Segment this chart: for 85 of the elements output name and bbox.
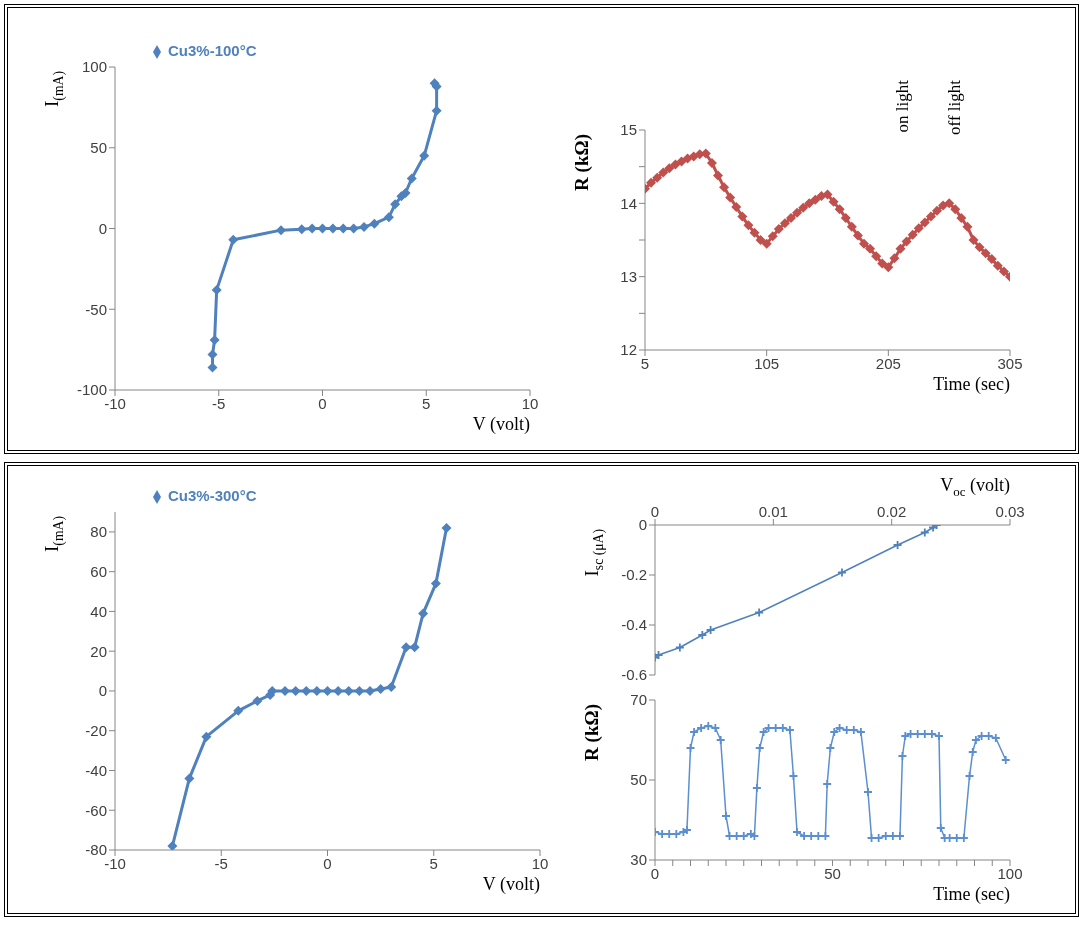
point [430,578,441,589]
point [290,685,301,696]
x-tick-label: 50 [824,864,841,882]
point [167,841,178,850]
y-tick-label: -60 [85,801,107,819]
x-axis-title: V (volt) [472,414,530,435]
y-tick-label: 100 [81,58,107,76]
y-tick-label: -100 [76,381,107,399]
x-axis-title: Time (sec) [933,374,1010,395]
x-tick-label: 0 [650,864,660,882]
point [252,695,263,706]
legend-label: Cu3%-300°C [168,487,257,504]
point [184,773,195,784]
point [228,234,239,245]
x-tick-label: 305 [997,354,1023,372]
y-tick-label: 40 [90,602,107,620]
y-tick-label: 0 [98,682,107,700]
legend-label: Cu3%-100°C [168,42,257,59]
x-tick-label: 5 [422,394,431,412]
point [233,705,244,716]
point [705,625,716,635]
point [409,642,420,653]
x-tick-label: 0.02 [877,503,907,520]
y-tick-label: -20 [85,722,107,740]
y-axis-title: R (kΩ) [571,134,594,191]
point [211,284,222,295]
point [383,212,394,223]
point [697,630,708,640]
y-tick-label: 13 [620,267,637,285]
x-tick-label: -5 [214,854,228,872]
y-tick-label: -0.4 [621,616,647,634]
point [386,681,397,692]
point [276,225,286,236]
point [322,685,333,696]
x-tick-label: 10 [531,854,549,872]
point [390,199,401,210]
point [359,221,369,232]
x-tick-label: 205 [875,354,901,372]
annotation: off light [945,80,965,135]
point [418,608,429,619]
y-axis-title: R (kΩ) [581,704,604,761]
x-tick-label: 5 [429,854,438,872]
point [201,731,212,742]
y-tick-label: 12 [620,341,637,359]
y-tick-label: 0 [98,219,107,237]
y-tick-label: 50 [90,139,107,157]
y-tick-label: 80 [90,523,107,541]
point [369,218,380,229]
x-axis-title: V (volt) [482,874,540,895]
annotation: on light [893,80,913,133]
y-tick-label: 70 [630,691,647,709]
x-tick-label: 0 [323,854,332,872]
point [365,685,375,696]
y-tick-label: 0 [638,516,647,534]
point [419,150,430,161]
x-tick-label: 5 [640,354,650,372]
x-tick-label: 0.03 [995,503,1025,520]
x-tick-label: 100 [997,864,1023,882]
x-tick-label: 10 [521,394,539,412]
x-tick-label: 105 [754,354,780,372]
x-tick-label: 0 [318,394,327,412]
y-tick-label: 14 [620,194,637,212]
y-tick-label: 60 [90,563,107,580]
y-tick-label: 15 [620,121,637,139]
point [375,683,386,694]
point [441,522,452,533]
x-tick-label: 0.01 [758,503,788,520]
point [280,685,290,696]
y-tick-label: -0.6 [621,666,647,684]
x-tick-label: 0 [650,503,660,520]
y-tick-label: 20 [90,642,107,660]
y-tick-label: -40 [85,761,107,779]
point [354,685,365,696]
y-tick-label: 30 [630,851,647,869]
y-tick-label: -0.2 [621,566,647,584]
x-tick-label: -5 [212,394,226,412]
y-tick-label: -80 [85,841,107,859]
x-tick-label: -10 [104,394,126,412]
x-axis-title: Time (sec) [933,884,1010,905]
point [406,173,417,184]
point [400,187,411,198]
x-tick-label: -10 [104,854,126,872]
y-tick-label: -50 [85,300,107,318]
x-axis-title: V$_{oc}$ (volt) [940,475,1010,500]
y-tick-label: 50 [630,771,647,789]
